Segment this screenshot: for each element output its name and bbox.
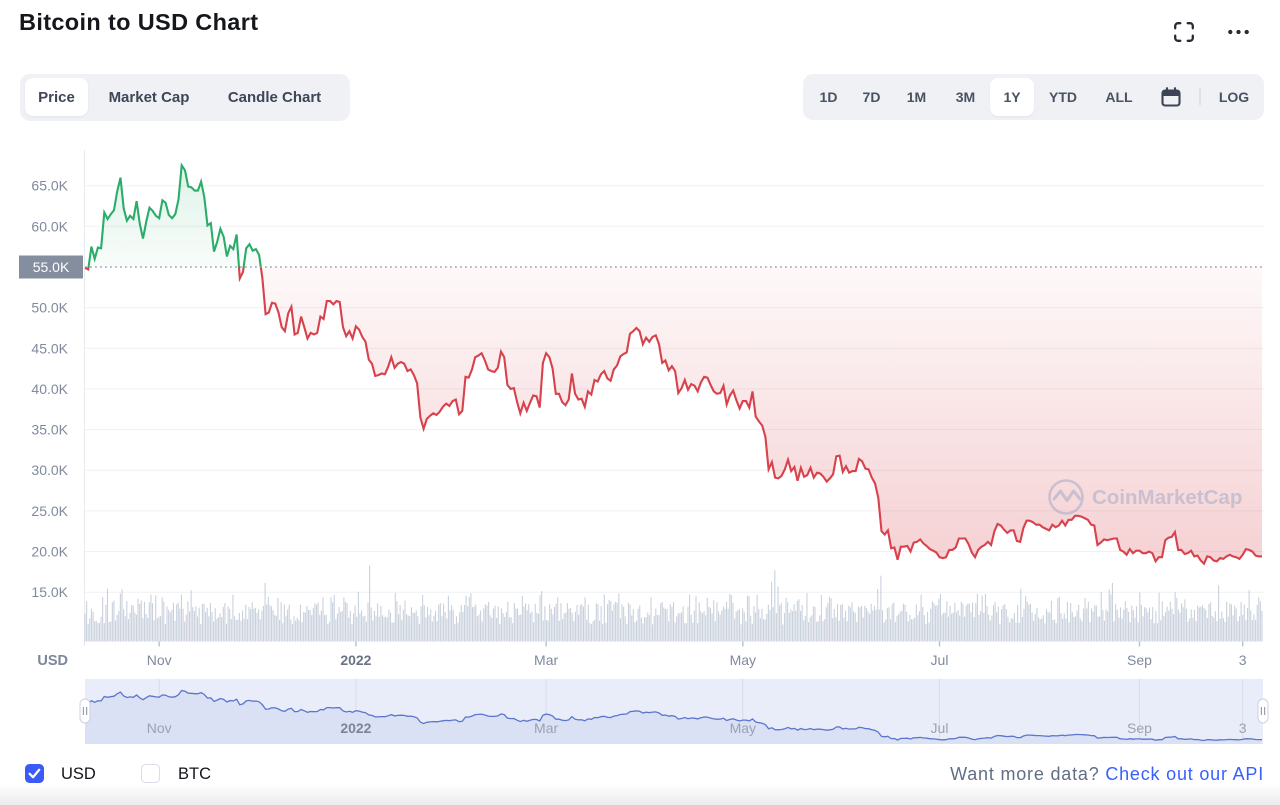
svg-text:20.0K: 20.0K bbox=[31, 544, 68, 560]
svg-text:Sep: Sep bbox=[1127, 652, 1152, 668]
svg-text:Mar: Mar bbox=[534, 652, 558, 668]
svg-text:USD: USD bbox=[37, 653, 68, 669]
svg-text:Nov: Nov bbox=[147, 652, 172, 668]
svg-text:Jul: Jul bbox=[931, 652, 949, 668]
svg-text:35.0K: 35.0K bbox=[31, 422, 68, 438]
svg-text:2022: 2022 bbox=[340, 652, 371, 668]
svg-text:30.0K: 30.0K bbox=[31, 462, 68, 478]
svg-text:May: May bbox=[730, 720, 756, 736]
svg-text:3: 3 bbox=[1239, 652, 1247, 668]
svg-text:40.0K: 40.0K bbox=[31, 381, 68, 397]
svg-text:65.0K: 65.0K bbox=[31, 178, 68, 194]
svg-text:15.0K: 15.0K bbox=[31, 584, 68, 600]
svg-text:Sep: Sep bbox=[1127, 720, 1152, 736]
svg-text:Nov: Nov bbox=[147, 720, 172, 736]
svg-text:Mar: Mar bbox=[534, 720, 558, 736]
svg-text:Jul: Jul bbox=[931, 720, 949, 736]
svg-text:May: May bbox=[730, 652, 756, 668]
svg-text:25.0K: 25.0K bbox=[31, 503, 68, 519]
svg-text:55.0K: 55.0K bbox=[33, 259, 70, 275]
svg-text:2022: 2022 bbox=[340, 720, 371, 736]
svg-text:60.0K: 60.0K bbox=[31, 218, 68, 234]
svg-text:50.0K: 50.0K bbox=[31, 300, 68, 316]
svg-text:CoinMarketCap: CoinMarketCap bbox=[1092, 486, 1242, 509]
svg-text:3: 3 bbox=[1239, 720, 1247, 736]
svg-text:45.0K: 45.0K bbox=[31, 340, 68, 356]
